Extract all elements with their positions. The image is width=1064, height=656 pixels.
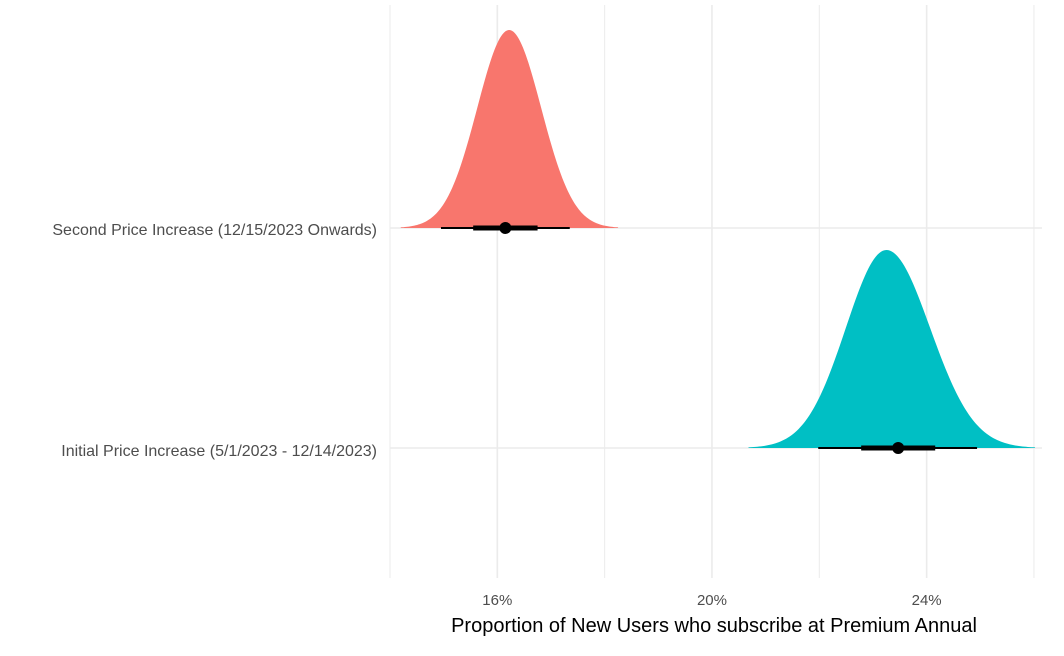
median-point [892,442,905,454]
density-areas [400,30,1036,448]
x-tick-label: 24% [912,592,942,609]
interval-bars [440,222,978,454]
x-tick-label: 20% [697,592,727,609]
density-area [400,30,619,229]
y-tick-labels: Second Price Increase (12/15/2023 Onward… [52,222,377,460]
x-tick-label: 16% [482,592,512,609]
median-point [499,222,512,234]
x-axis-label: Proportion of New Users who subscribe at… [451,615,977,637]
y-tick-label-second-price-increase: Second Price Increase (12/15/2023 Onward… [52,222,377,239]
density-area [748,250,1036,448]
x-tick-labels: 16% 20% 24% [482,592,941,609]
y-tick-label-initial-price-increase: Initial Price Increase (5/1/2023 - 12/14… [61,443,377,460]
